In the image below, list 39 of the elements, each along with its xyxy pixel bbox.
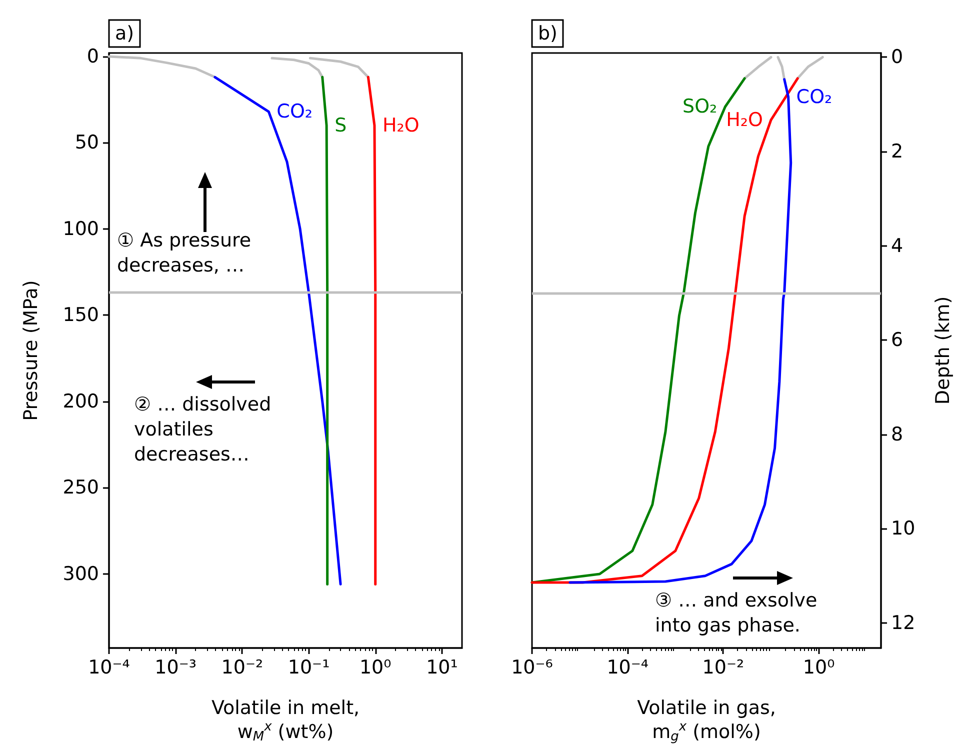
y-tick-label: 300	[62, 562, 99, 585]
x-tick-label: 10⁻²	[702, 656, 744, 678]
y2-tick-label: 10	[891, 518, 916, 540]
annotation: ② … dissolved volatiles decreases…	[134, 394, 272, 466]
y-tick-label: 200	[62, 390, 99, 412]
series-label: CO₂	[276, 100, 313, 123]
series-label: H₂O	[726, 108, 764, 131]
series-label: S	[334, 114, 347, 136]
annotation: ③ … and exsolve into gas phase.	[655, 590, 818, 636]
chart-title: a)	[115, 22, 134, 44]
chart-title: b)	[538, 22, 558, 44]
line-series	[366, 76, 377, 586]
y2-tick-label: 6	[891, 329, 904, 352]
series-label: SO₂	[682, 96, 718, 118]
y2-tick-label: 8	[891, 423, 904, 446]
x-tick-label: 10⁻⁴	[88, 656, 130, 678]
y2-tick-label: 0	[891, 46, 904, 68]
y-tick-label: 50	[74, 132, 99, 154]
y-tick-label: 100	[62, 218, 99, 240]
y2-tick-label: 4	[891, 234, 904, 257]
annotation: ① As pressure decreases, …	[117, 230, 252, 276]
x-tick-label: 10⁻⁶	[511, 656, 553, 678]
y2-tick-label: 2	[891, 140, 904, 163]
x-tick-label: 10⁻⁴	[606, 656, 649, 678]
series-label: CO₂	[796, 86, 832, 108]
x-tick-label: 10⁰	[359, 656, 392, 678]
x-tick-label: 10⁻²	[221, 656, 264, 678]
x-tick-label: 10¹	[426, 656, 458, 678]
y-tick-label: 0	[86, 45, 99, 68]
y-tick-label: 150	[62, 304, 99, 326]
x-tick-label: 10⁻¹	[288, 656, 330, 678]
y-axis-title: Pressure (MPa)	[20, 280, 42, 421]
x-tick-label: 10⁻³	[154, 656, 197, 678]
y2-tick-label: 12	[891, 612, 916, 634]
y2-axis-title: Depth (km)	[932, 296, 954, 405]
y-tick-label: 250	[62, 476, 99, 499]
series-label: H₂O	[382, 114, 420, 136]
x-tick-label: 10⁰	[802, 656, 835, 678]
line-series	[321, 76, 329, 586]
